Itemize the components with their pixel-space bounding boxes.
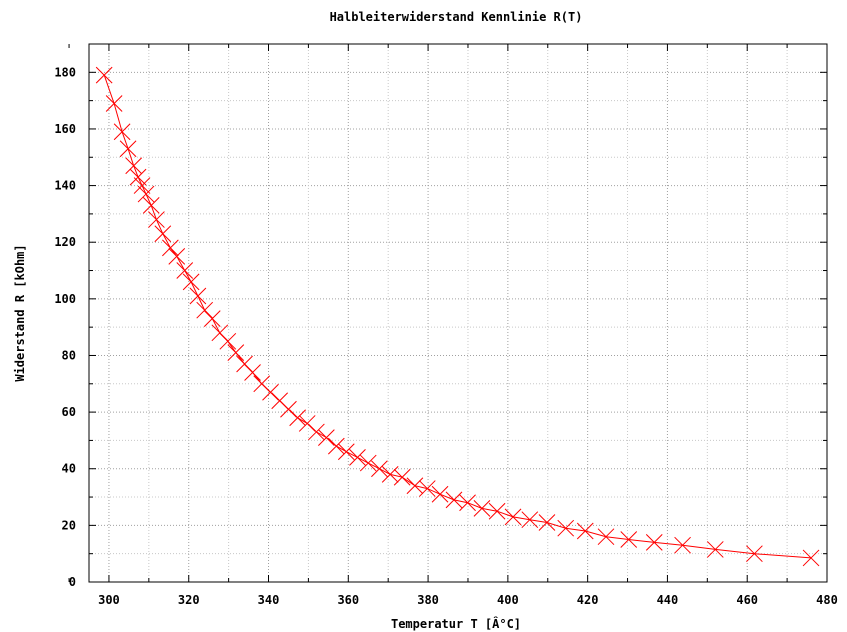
- data-point-marker: [245, 364, 261, 380]
- data-point-marker: [197, 302, 213, 318]
- data-point-marker: [539, 515, 555, 531]
- data-point-marker: [522, 512, 538, 528]
- data-point-marker: [228, 345, 244, 361]
- data-point-marker: [120, 141, 136, 157]
- x-tick-label: 300: [98, 593, 120, 607]
- y-tick-label: 160: [54, 122, 76, 136]
- data-point-marker: [407, 478, 423, 494]
- data-point-marker: [130, 169, 146, 185]
- x-tick-label: 320: [178, 593, 200, 607]
- y-tick-label: 20: [62, 518, 76, 532]
- x-tick-label: 440: [657, 593, 679, 607]
- grid: [89, 44, 827, 582]
- y-tick-label: 180: [54, 65, 76, 79]
- data-point-marker: [318, 430, 334, 446]
- data-point-marker: [169, 248, 185, 264]
- y-tick-labels: 0 20 40 60 80 100 120 140 160 180: [54, 65, 76, 589]
- data-point-marker: [114, 124, 130, 140]
- series-group: [96, 67, 819, 566]
- y-tick-label: 0: [69, 575, 76, 589]
- x-axis-label: Temperatur T [Â°C]: [391, 616, 521, 631]
- data-point-marker: [419, 481, 435, 497]
- data-point-marker: [394, 469, 410, 485]
- data-point-marker: [707, 541, 723, 557]
- chart-title: Halbleiterwiderstand Kennlinie R(T): [330, 10, 583, 24]
- y-tick-label: 60: [62, 405, 76, 419]
- data-point-marker: [558, 520, 574, 536]
- data-point-marker: [204, 311, 220, 327]
- data-point-marker: [148, 212, 164, 228]
- x-tick-label: 360: [337, 593, 359, 607]
- data-point-marker: [489, 503, 505, 519]
- data-point-marker: [96, 67, 112, 83]
- data-point-marker: [505, 509, 521, 525]
- y-tick-label: 100: [54, 292, 76, 306]
- x-tick-label: 400: [497, 593, 519, 607]
- y-tick-label: 40: [62, 462, 76, 476]
- y-tick-label: 120: [54, 235, 76, 249]
- data-point-marker: [621, 532, 637, 548]
- y-axis-label: Widerstand R [kOhm]: [13, 244, 27, 381]
- data-point-marker: [646, 534, 662, 550]
- data-point-marker: [432, 486, 448, 502]
- x-tick-label: 480: [816, 593, 838, 607]
- data-point-marker: [290, 410, 306, 426]
- x-tick-label: 380: [417, 593, 439, 607]
- ticks: [69, 44, 827, 582]
- series: [96, 67, 819, 566]
- plot-frame: [89, 44, 827, 582]
- data-point-marker: [577, 523, 593, 539]
- data-point-marker: [598, 529, 614, 545]
- data-point-marker: [446, 492, 462, 508]
- data-point-marker: [155, 226, 171, 242]
- data-point-marker: [106, 95, 122, 111]
- data-point-marker: [134, 178, 150, 194]
- x-tick-label: 460: [736, 593, 758, 607]
- x-tick-label: 420: [577, 593, 599, 607]
- y-tick-label: 140: [54, 179, 76, 193]
- data-point-marker: [190, 288, 206, 304]
- data-point-marker: [308, 424, 324, 440]
- x-tick-labels: 300 320 340 360 380 400 420 440 460 480: [98, 593, 838, 607]
- data-point-marker: [328, 438, 344, 454]
- data-point-marker: [675, 537, 691, 553]
- data-point-marker: [220, 333, 236, 349]
- data-point-marker: [474, 500, 490, 516]
- y-tick-label: 80: [62, 348, 76, 362]
- x-tick-label: 340: [258, 593, 280, 607]
- data-point-marker: [126, 158, 142, 174]
